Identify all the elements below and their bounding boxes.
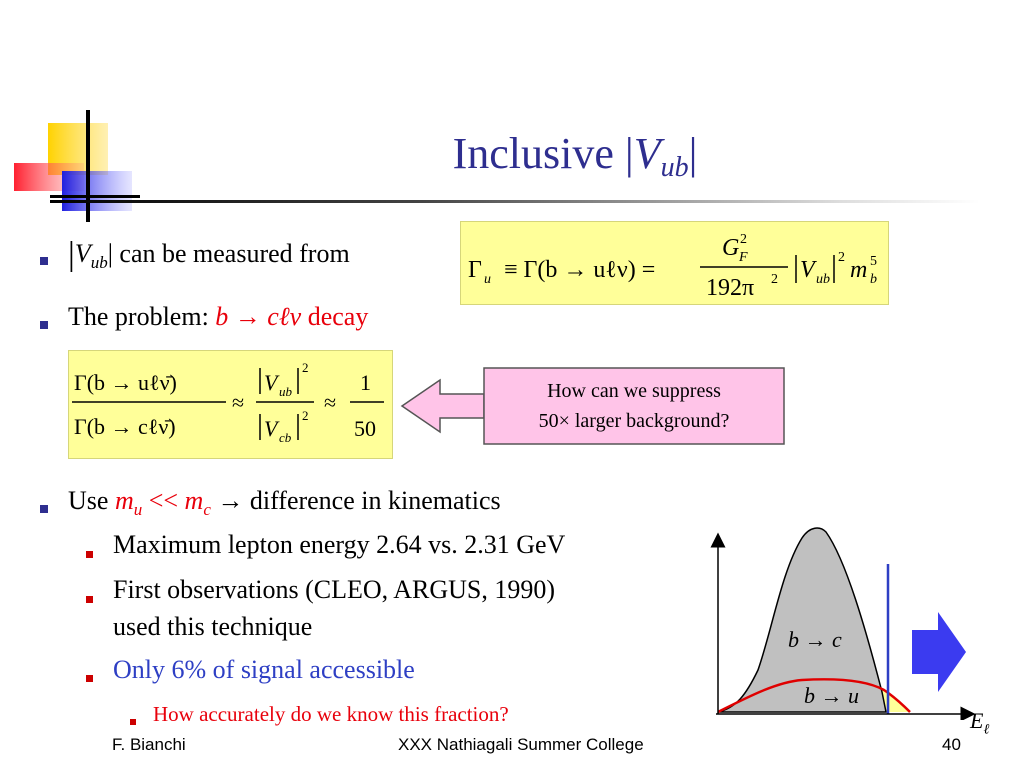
svg-text:V: V xyxy=(264,370,280,395)
callout-arrow xyxy=(400,367,785,445)
right-block-arrow xyxy=(912,612,966,692)
bullet-marker xyxy=(40,500,48,518)
svg-text:≈: ≈ xyxy=(324,390,336,415)
svg-text:ub: ub xyxy=(279,384,293,399)
sub-bullet-marker xyxy=(86,590,93,608)
title-underline xyxy=(50,200,980,203)
slide-title: Inclusive |Vub| xyxy=(452,129,698,183)
footer-event: XXX Nathiagali Summer College xyxy=(398,735,644,754)
sub-bullet-marker xyxy=(86,669,93,687)
lepton-spectrum-plot xyxy=(710,527,976,720)
svg-text:F: F xyxy=(738,250,748,265)
svg-text:5: 5 xyxy=(870,254,877,269)
svg-text:Γ(b → uℓν̄): Γ(b → uℓν̄) xyxy=(74,370,177,395)
formula-gamma: Γ xyxy=(468,257,482,283)
svg-text:Γ(b → cℓν̄): Γ(b → cℓν̄) xyxy=(74,414,176,439)
svg-text:2: 2 xyxy=(740,232,747,247)
sub-sub-bullet-fraction-question: How accurately do we know this fraction? xyxy=(153,702,509,726)
formula-ratio: Γ(b → uℓν̄) Γ(b → cℓν̄) ≈ V ub 2 V cb 2 … xyxy=(72,360,384,445)
svg-text:2: 2 xyxy=(838,250,845,265)
x-axis-label: Eℓ xyxy=(970,708,990,738)
svg-text:≡ Γ(b → uℓν) =: ≡ Γ(b → uℓν) = xyxy=(504,257,655,283)
sub-bullet-first-obs: First observations (CLEO, ARGUS, 1990) xyxy=(113,575,555,604)
b-to-c-spectrum xyxy=(717,527,887,713)
svg-text:V: V xyxy=(800,257,817,283)
bullet-vub-measured: |Vub| can be measured from xyxy=(68,236,350,273)
decorative-logo xyxy=(14,110,140,222)
bullet-use-mass: Use mu << mc → difference in kinematics xyxy=(68,486,501,520)
sub-bullet-marker xyxy=(86,545,93,563)
svg-text:50: 50 xyxy=(354,416,376,441)
formula-ratio-box xyxy=(68,350,393,459)
formula-gamma-u-box xyxy=(460,221,889,305)
svg-text:2: 2 xyxy=(771,272,778,287)
label-b-to-u: b → u xyxy=(804,683,859,708)
label-b-to-c: b → c xyxy=(788,627,842,652)
svg-text:G: G xyxy=(722,235,739,261)
callout-text: How can we suppress 50× larger backgroun… xyxy=(538,380,730,432)
svg-text:V: V xyxy=(264,416,280,441)
footer-author: F. Bianchi xyxy=(112,735,186,754)
svg-text:u: u xyxy=(484,272,491,287)
svg-text:m: m xyxy=(850,257,867,283)
svg-text:ub: ub xyxy=(816,272,830,287)
svg-text:2: 2 xyxy=(302,360,309,375)
sub-bullet-first-obs-cont: used this technique xyxy=(113,612,313,641)
svg-text:≈: ≈ xyxy=(232,390,244,415)
sub-bullet-signal-fraction: Only 6% of signal accessible xyxy=(113,655,415,684)
svg-text:1: 1 xyxy=(360,370,371,395)
svg-text:b: b xyxy=(870,272,877,287)
bullet-marker xyxy=(40,252,48,270)
svg-text:2: 2 xyxy=(302,408,309,423)
bullet-problem: The problem: b → cℓν decay xyxy=(68,302,369,331)
footer-page-number: 40 xyxy=(942,735,961,754)
b-to-u-spectrum-curve xyxy=(717,678,911,714)
svg-text:192π: 192π xyxy=(706,275,754,301)
sub-bullet-max-lepton: Maximum lepton energy 2.64 vs. 2.31 GeV xyxy=(113,530,566,559)
sub-sub-bullet-marker xyxy=(130,712,136,730)
svg-text:cb: cb xyxy=(279,430,292,445)
formula-gamma-u: Γ u ≡ Γ(b → uℓν) = G F 2 192π 2 V ub 2 m… xyxy=(468,232,877,301)
bullet-marker xyxy=(40,316,48,334)
